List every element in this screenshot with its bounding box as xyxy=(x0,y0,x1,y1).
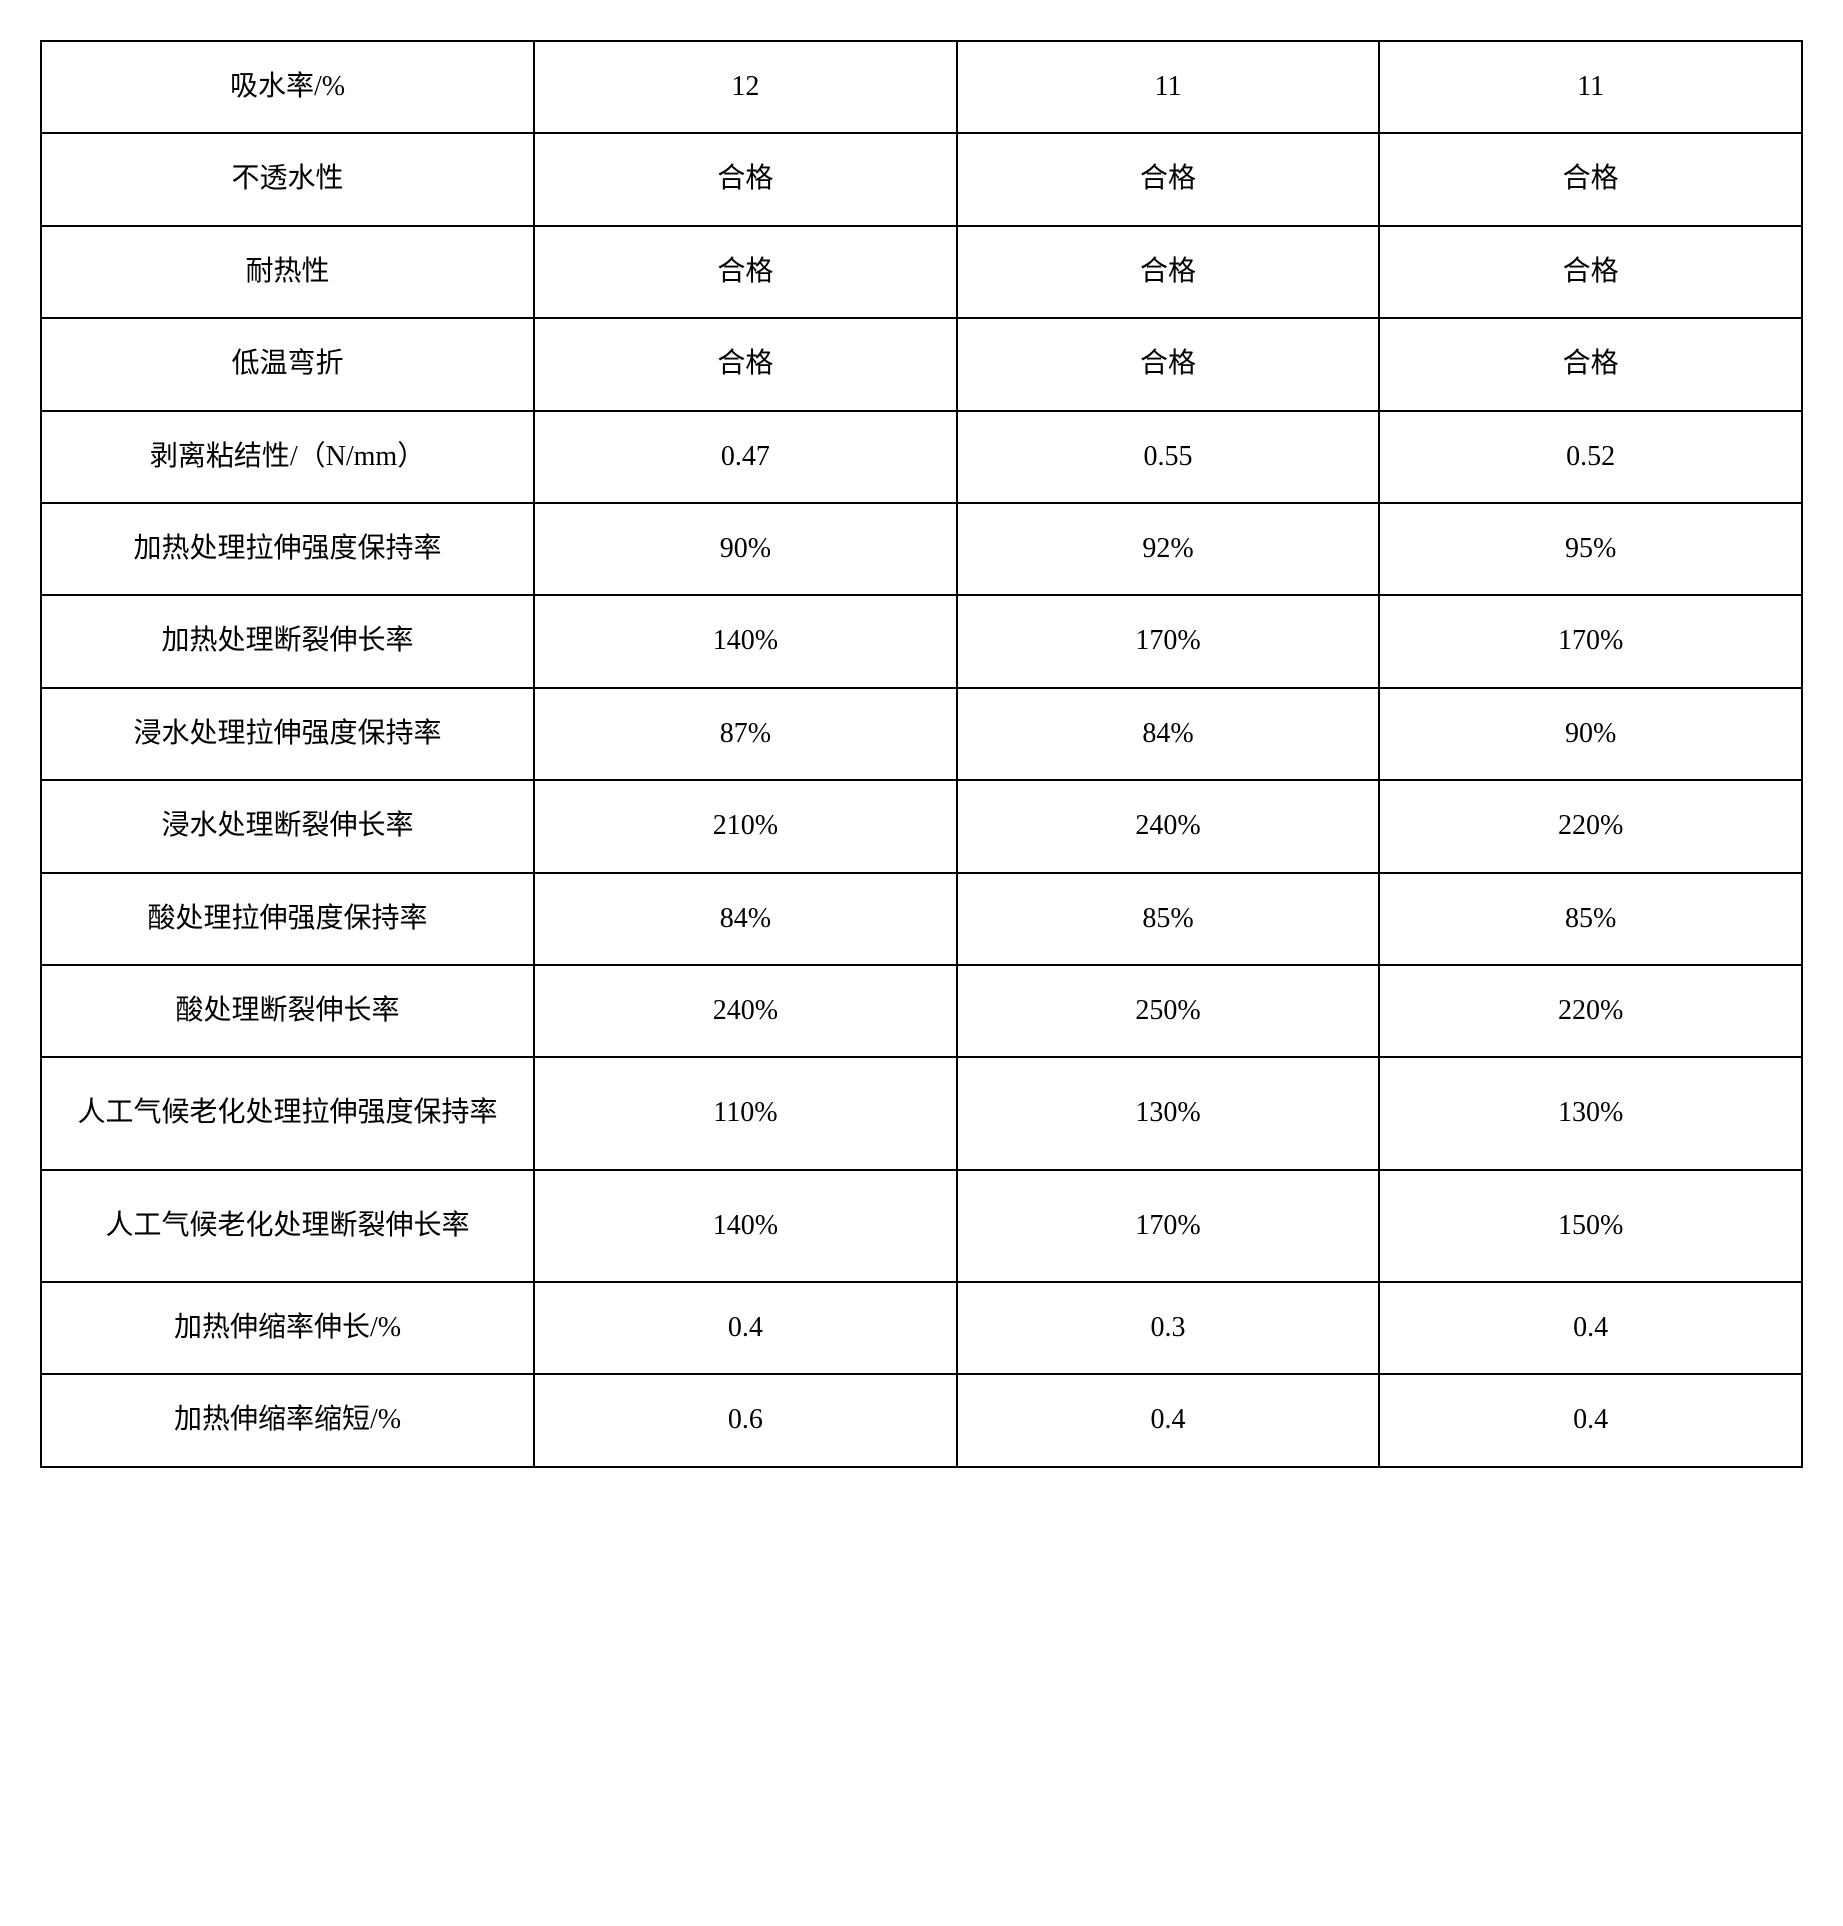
row-value-3: 90% xyxy=(1379,688,1802,780)
row-value-3: 170% xyxy=(1379,595,1802,687)
row-label: 不透水性 xyxy=(41,133,534,225)
row-value-1: 合格 xyxy=(534,226,957,318)
row-value-3: 合格 xyxy=(1379,133,1802,225)
table-row: 加热伸缩率伸长/% 0.4 0.3 0.4 xyxy=(41,1282,1802,1374)
table-row: 加热处理拉伸强度保持率 90% 92% 95% xyxy=(41,503,1802,595)
row-label: 浸水处理断裂伸长率 xyxy=(41,780,534,872)
properties-table: 吸水率/% 12 11 11 不透水性 合格 合格 合格 耐热性 合格 合格 合… xyxy=(40,40,1803,1468)
table-row: 低温弯折 合格 合格 合格 xyxy=(41,318,1802,410)
row-value-2: 合格 xyxy=(957,318,1380,410)
table-row: 人工气候老化处理拉伸强度保持率 110% 130% 130% xyxy=(41,1057,1802,1169)
row-value-2: 240% xyxy=(957,780,1380,872)
table-row: 加热伸缩率缩短/% 0.6 0.4 0.4 xyxy=(41,1374,1802,1466)
row-value-3: 150% xyxy=(1379,1170,1802,1282)
row-value-1: 87% xyxy=(534,688,957,780)
row-value-3: 220% xyxy=(1379,965,1802,1057)
row-value-1: 240% xyxy=(534,965,957,1057)
row-label: 加热处理拉伸强度保持率 xyxy=(41,503,534,595)
row-value-1: 140% xyxy=(534,595,957,687)
row-value-2: 250% xyxy=(957,965,1380,1057)
row-value-3: 220% xyxy=(1379,780,1802,872)
row-label: 吸水率/% xyxy=(41,41,534,133)
row-value-1: 0.6 xyxy=(534,1374,957,1466)
row-value-3: 0.4 xyxy=(1379,1282,1802,1374)
row-value-2: 170% xyxy=(957,1170,1380,1282)
row-label: 剥离粘结性/（N/mm） xyxy=(41,411,534,503)
table-row: 不透水性 合格 合格 合格 xyxy=(41,133,1802,225)
row-label: 加热伸缩率缩短/% xyxy=(41,1374,534,1466)
row-value-1: 90% xyxy=(534,503,957,595)
row-value-2: 合格 xyxy=(957,133,1380,225)
row-label: 加热处理断裂伸长率 xyxy=(41,595,534,687)
row-value-1: 0.47 xyxy=(534,411,957,503)
row-value-2: 84% xyxy=(957,688,1380,780)
row-value-3: 130% xyxy=(1379,1057,1802,1169)
table-row: 耐热性 合格 合格 合格 xyxy=(41,226,1802,318)
row-value-2: 0.55 xyxy=(957,411,1380,503)
table-row: 酸处理拉伸强度保持率 84% 85% 85% xyxy=(41,873,1802,965)
row-value-2: 85% xyxy=(957,873,1380,965)
row-value-2: 0.3 xyxy=(957,1282,1380,1374)
row-value-1: 合格 xyxy=(534,318,957,410)
row-value-2: 92% xyxy=(957,503,1380,595)
row-value-1: 140% xyxy=(534,1170,957,1282)
row-value-2: 0.4 xyxy=(957,1374,1380,1466)
row-value-2: 130% xyxy=(957,1057,1380,1169)
row-value-3: 0.52 xyxy=(1379,411,1802,503)
row-label: 酸处理拉伸强度保持率 xyxy=(41,873,534,965)
table-row: 剥离粘结性/（N/mm） 0.47 0.55 0.52 xyxy=(41,411,1802,503)
row-value-3: 95% xyxy=(1379,503,1802,595)
table-row: 酸处理断裂伸长率 240% 250% 220% xyxy=(41,965,1802,1057)
row-value-3: 11 xyxy=(1379,41,1802,133)
table-row: 浸水处理拉伸强度保持率 87% 84% 90% xyxy=(41,688,1802,780)
row-value-3: 85% xyxy=(1379,873,1802,965)
row-value-2: 11 xyxy=(957,41,1380,133)
table-body: 吸水率/% 12 11 11 不透水性 合格 合格 合格 耐热性 合格 合格 合… xyxy=(41,41,1802,1467)
row-value-1: 0.4 xyxy=(534,1282,957,1374)
table-row: 浸水处理断裂伸长率 210% 240% 220% xyxy=(41,780,1802,872)
row-value-1: 12 xyxy=(534,41,957,133)
table-row: 人工气候老化处理断裂伸长率 140% 170% 150% xyxy=(41,1170,1802,1282)
table-row: 加热处理断裂伸长率 140% 170% 170% xyxy=(41,595,1802,687)
row-value-1: 110% xyxy=(534,1057,957,1169)
row-label: 低温弯折 xyxy=(41,318,534,410)
row-label: 人工气候老化处理拉伸强度保持率 xyxy=(41,1057,534,1169)
row-value-3: 0.4 xyxy=(1379,1374,1802,1466)
row-label: 浸水处理拉伸强度保持率 xyxy=(41,688,534,780)
row-label: 酸处理断裂伸长率 xyxy=(41,965,534,1057)
row-value-3: 合格 xyxy=(1379,226,1802,318)
row-label: 人工气候老化处理断裂伸长率 xyxy=(41,1170,534,1282)
row-value-3: 合格 xyxy=(1379,318,1802,410)
row-label: 加热伸缩率伸长/% xyxy=(41,1282,534,1374)
row-value-2: 合格 xyxy=(957,226,1380,318)
row-value-1: 210% xyxy=(534,780,957,872)
table-row: 吸水率/% 12 11 11 xyxy=(41,41,1802,133)
row-label: 耐热性 xyxy=(41,226,534,318)
row-value-2: 170% xyxy=(957,595,1380,687)
row-value-1: 合格 xyxy=(534,133,957,225)
row-value-1: 84% xyxy=(534,873,957,965)
